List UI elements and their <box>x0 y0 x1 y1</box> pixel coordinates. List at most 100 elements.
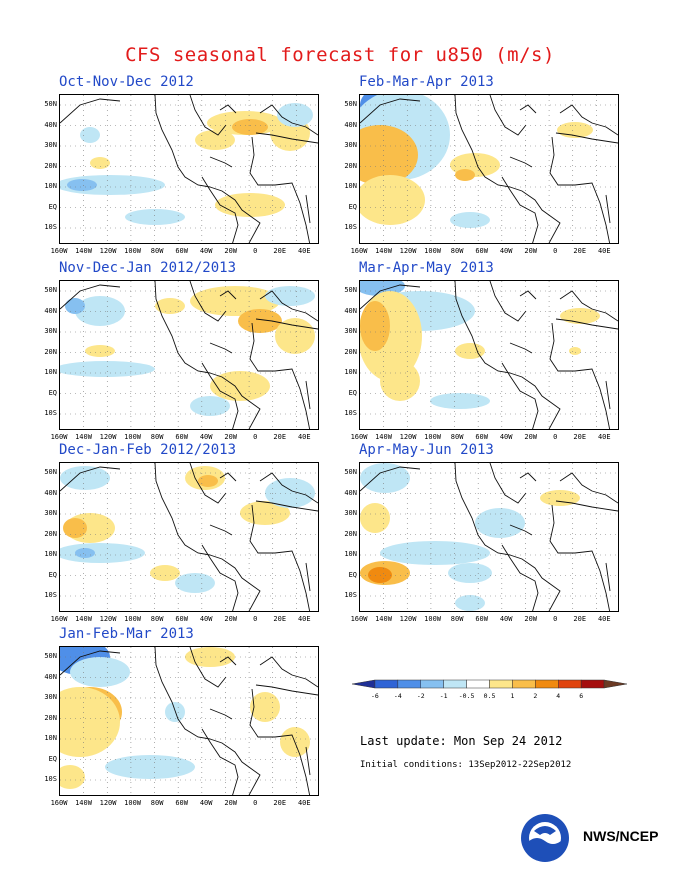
coastline <box>209 372 261 429</box>
anomaly-region <box>450 212 490 228</box>
lon-label: 40E <box>297 247 311 255</box>
coastline <box>249 504 311 611</box>
lat-label: 30N <box>44 141 57 149</box>
lat-label: 30N <box>44 327 57 335</box>
lon-label: 60W <box>475 433 488 441</box>
anomaly-region <box>360 301 390 351</box>
forecast-map <box>359 94 619 244</box>
coastline <box>249 322 311 429</box>
coastline <box>219 472 237 482</box>
lat-label: EQ <box>348 202 357 211</box>
agency-label: NWS/NCEP <box>583 828 659 844</box>
coastline <box>509 156 533 168</box>
anomaly-region <box>195 130 235 150</box>
lat-label: 30N <box>344 327 357 335</box>
anomaly-region <box>75 548 95 558</box>
anomaly-region <box>265 286 315 306</box>
anomaly-region <box>560 308 600 324</box>
lat-label: EQ <box>348 388 357 397</box>
lat-label: 10N <box>344 368 357 376</box>
lon-label: 40W <box>199 433 213 441</box>
coastline <box>509 372 561 429</box>
map-canvas <box>60 647 318 795</box>
coastline <box>209 708 233 720</box>
lat-label: 10N <box>344 182 357 190</box>
anomaly-region <box>569 347 581 355</box>
panel-amj: Apr-May-Jun 2013 50N 40N 30N 20N 10N EQ 10S 160… <box>344 442 619 637</box>
lon-label: 140W <box>375 615 392 623</box>
coastline <box>360 284 421 310</box>
lon-label: 20W <box>224 247 238 255</box>
lon-label: 160W <box>350 615 368 623</box>
lon-label: 160W <box>350 433 368 441</box>
coastline <box>559 104 618 136</box>
coastline <box>259 290 318 322</box>
coastline <box>559 290 618 322</box>
lon-label: 80W <box>450 615 464 623</box>
coastline <box>489 281 527 322</box>
lon-label: 0 <box>553 433 558 441</box>
coastline <box>259 472 318 504</box>
forecast-map <box>59 646 319 796</box>
lon-label: 40W <box>199 615 213 623</box>
anomaly-region <box>80 127 100 143</box>
anomaly-region <box>455 343 485 359</box>
colorbar-segment <box>466 679 490 689</box>
coastline <box>154 281 211 374</box>
lon-label: 20E <box>573 615 587 623</box>
lon-label: 60W <box>175 433 188 441</box>
coastline <box>501 362 539 429</box>
coastline <box>519 104 537 114</box>
coastline <box>559 472 618 504</box>
coastline <box>305 562 311 592</box>
lon-label: 80W <box>450 433 464 441</box>
anomaly-region <box>60 687 120 757</box>
lat-label: 50N <box>44 100 57 108</box>
coastline <box>201 728 239 795</box>
lon-label: 20W <box>524 433 538 441</box>
coastline <box>249 136 311 243</box>
lon-label: 20E <box>273 615 287 623</box>
panel-title: Feb-Mar-Apr 2013 <box>359 74 494 90</box>
anomaly-region <box>380 541 490 565</box>
last-update: Last update: Mon Sep 24 2012 <box>360 734 563 748</box>
lat-label: EQ <box>48 570 57 579</box>
anomaly-region <box>360 463 410 493</box>
lat-label: 10S <box>44 223 57 231</box>
coastline <box>255 132 318 144</box>
lat-label: EQ <box>48 754 57 763</box>
coastline <box>489 463 527 504</box>
coastline <box>60 284 121 310</box>
anomaly-region <box>70 657 130 687</box>
forecast-map <box>359 462 619 612</box>
colorbar-label: 6 <box>579 692 584 700</box>
lat-label: 50N <box>344 100 357 108</box>
lon-label: 40E <box>297 615 311 623</box>
lon-label: 120W <box>99 247 117 255</box>
coastline <box>60 650 121 676</box>
colorbar-label: 2 <box>533 692 538 700</box>
coastline <box>189 647 227 688</box>
coastline <box>209 186 261 243</box>
coastline <box>189 95 227 136</box>
panel-djf: Dec-Jan-Feb 2012/2013 50N 40N 30N 20N 10N EQ 1… <box>44 442 319 637</box>
map-canvas <box>360 463 618 611</box>
lon-label: 120W <box>399 615 417 623</box>
coastline <box>305 380 311 410</box>
coastline <box>605 380 611 410</box>
coastline <box>259 656 318 688</box>
anomaly-region <box>60 466 110 490</box>
lat-label: 10S <box>44 775 57 783</box>
colorbar-label: 1 <box>510 692 515 700</box>
anomaly-region <box>455 169 475 181</box>
lon-label: 0 <box>553 615 558 623</box>
coastline <box>255 684 318 696</box>
lon-label: 0 <box>253 247 258 255</box>
coastline <box>60 98 121 124</box>
lon-label: 120W <box>99 799 117 807</box>
colorbar-segment <box>420 679 444 689</box>
lon-label: 40E <box>597 615 611 623</box>
lat-label: 40N <box>344 120 357 129</box>
lat-label: 10N <box>44 368 57 376</box>
coastline <box>60 466 121 492</box>
